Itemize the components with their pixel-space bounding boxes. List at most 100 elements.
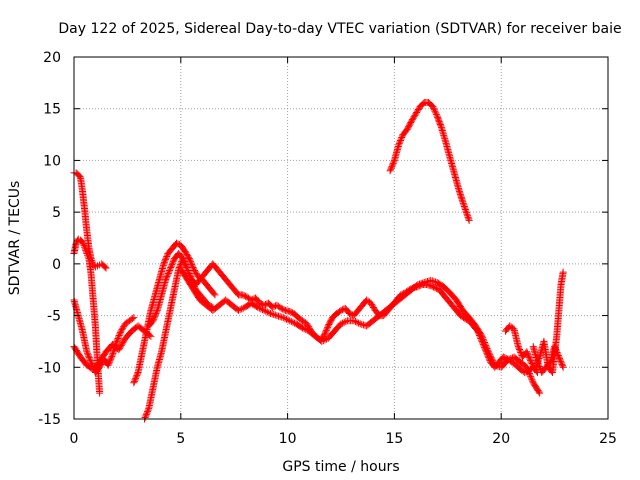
data-point	[459, 198, 467, 206]
data-point	[419, 279, 427, 287]
data-point	[115, 346, 123, 354]
data-point	[183, 265, 191, 273]
data-point	[113, 337, 121, 345]
data-point	[489, 358, 497, 366]
data-point	[526, 357, 534, 365]
data-point	[84, 253, 92, 261]
data-point	[319, 337, 327, 345]
data-point	[516, 347, 524, 355]
data-point	[478, 332, 486, 340]
grid-lines	[74, 57, 608, 419]
data-point	[132, 374, 140, 382]
data-point	[163, 252, 171, 260]
data-point	[387, 165, 395, 173]
plot-frame	[73, 56, 609, 420]
data-point	[300, 325, 308, 333]
data-point	[174, 240, 182, 248]
data-point	[80, 242, 88, 250]
data-point	[167, 262, 175, 270]
data-point	[86, 357, 94, 365]
data-point	[507, 354, 515, 362]
data-point	[106, 357, 114, 365]
data-point	[275, 312, 283, 320]
data-point	[477, 331, 485, 339]
data-point	[523, 348, 531, 356]
data-point	[430, 277, 438, 285]
data-point	[481, 340, 489, 348]
data-point	[369, 304, 377, 312]
data-point	[420, 278, 428, 286]
data-point	[463, 210, 471, 218]
data-point	[489, 357, 497, 365]
data-point	[517, 349, 525, 357]
data-point	[460, 202, 468, 210]
data-point	[536, 364, 544, 372]
data-point	[236, 306, 244, 314]
data-point	[303, 320, 311, 328]
data-point	[164, 271, 172, 279]
data-point	[529, 377, 537, 385]
data-point	[465, 216, 473, 224]
data-point	[277, 304, 285, 312]
data-point	[499, 353, 507, 361]
x-tick-label: 10	[279, 431, 297, 447]
data-point	[252, 302, 260, 310]
data-point	[525, 352, 533, 360]
data-point	[491, 361, 499, 369]
data-point	[130, 377, 138, 385]
data-point	[81, 243, 89, 251]
data-point	[551, 344, 559, 352]
data-point	[437, 122, 445, 130]
data-point	[397, 135, 405, 143]
data-point	[358, 320, 366, 328]
data-point	[413, 282, 421, 290]
data-point	[525, 369, 533, 377]
data-point	[461, 206, 469, 214]
data-point	[504, 356, 512, 364]
data-point	[492, 362, 500, 370]
data-point	[482, 343, 490, 351]
data-point	[162, 275, 170, 283]
data-point	[184, 253, 192, 261]
data-point	[267, 310, 275, 318]
data-point	[83, 348, 91, 356]
y-tick-label: -15	[38, 412, 61, 428]
data-point	[260, 306, 268, 314]
data-point	[162, 254, 170, 262]
data-point	[116, 344, 124, 352]
data-point	[162, 255, 170, 263]
data-point	[84, 251, 92, 259]
data-point	[190, 265, 198, 273]
data-point	[431, 107, 439, 115]
data-point	[182, 249, 190, 257]
data-point	[128, 315, 136, 323]
data-point	[369, 302, 377, 310]
data-point	[430, 104, 438, 112]
data-point	[117, 341, 125, 349]
data-point	[160, 260, 168, 268]
data-point	[386, 167, 394, 175]
data-point	[387, 164, 395, 172]
data-point	[263, 308, 271, 316]
data-point	[265, 309, 273, 317]
data-point	[107, 354, 115, 362]
data-point	[551, 343, 559, 351]
data-point	[183, 250, 191, 258]
data-point	[185, 255, 193, 263]
y-tick-label: -10	[38, 360, 61, 376]
data-point	[162, 274, 170, 282]
data-point	[185, 269, 193, 277]
data-point	[238, 305, 246, 313]
data-point	[486, 351, 494, 359]
data-point	[515, 344, 523, 352]
data-point	[321, 329, 329, 337]
data-point	[189, 264, 197, 272]
x-tick-label: 0	[70, 431, 79, 447]
data-point	[279, 305, 287, 313]
data-point	[487, 354, 495, 362]
data-point	[432, 284, 440, 292]
data-point	[242, 292, 250, 300]
x-tick-label: 15	[385, 431, 403, 447]
data-point	[119, 324, 127, 332]
data-point	[130, 314, 138, 322]
